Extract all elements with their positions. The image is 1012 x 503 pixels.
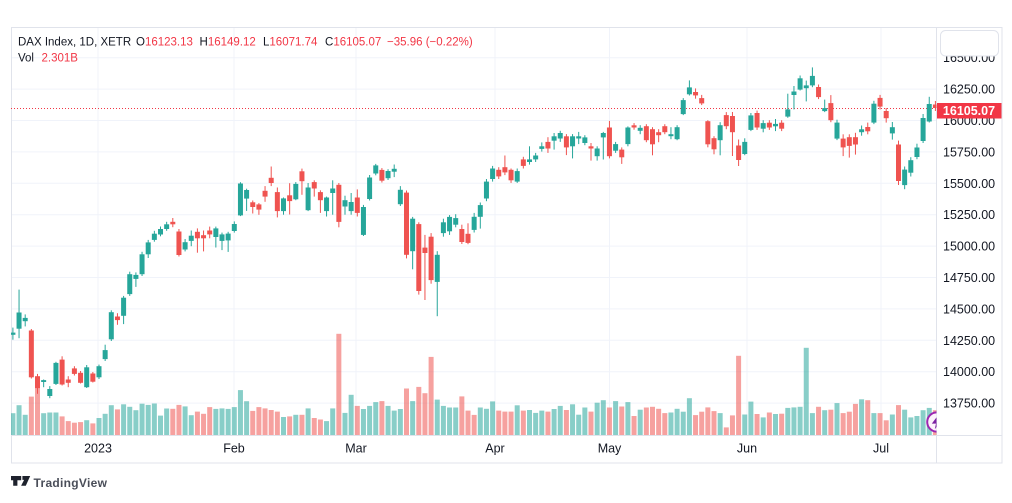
svg-text:14250.00: 14250.00 (943, 334, 995, 348)
svg-text:May: May (598, 442, 622, 456)
svg-text:2.301B: 2.301B (42, 53, 79, 65)
svg-text:13750.00: 13750.00 (943, 397, 995, 411)
svg-text:14500.00: 14500.00 (943, 302, 995, 316)
svg-text:C16105.07: C16105.07 (325, 37, 381, 49)
svg-text:Feb: Feb (223, 442, 245, 456)
svg-text:2023: 2023 (84, 442, 112, 456)
svg-text:H16149.12: H16149.12 (200, 37, 256, 49)
svg-text:15250.00: 15250.00 (943, 208, 995, 222)
svg-text:Apr: Apr (485, 442, 504, 456)
svg-text:15750.00: 15750.00 (943, 145, 995, 159)
svg-text:14750.00: 14750.00 (943, 271, 995, 285)
svg-text:O16123.13: O16123.13 (136, 37, 193, 49)
svg-text:Jun: Jun (737, 442, 757, 456)
svg-text:16105.07: 16105.07 (943, 104, 995, 118)
svg-text:15500.00: 15500.00 (943, 177, 995, 191)
svg-text:14000.00: 14000.00 (943, 365, 995, 379)
svg-text:16250.00: 16250.00 (943, 83, 995, 97)
svg-text:DAX Index, 1D, XETR: DAX Index, 1D, XETR (18, 37, 131, 49)
svg-text:Mar: Mar (345, 442, 367, 456)
svg-text:Vol: Vol (18, 53, 34, 65)
svg-text:TradingView: TradingView (34, 476, 108, 490)
svg-text:L16071.74: L16071.74 (263, 37, 318, 49)
svg-text:15000.00: 15000.00 (943, 240, 995, 254)
svg-text:Jul: Jul (873, 442, 889, 456)
svg-text:−35.96 (−0.22%): −35.96 (−0.22%) (387, 37, 473, 49)
